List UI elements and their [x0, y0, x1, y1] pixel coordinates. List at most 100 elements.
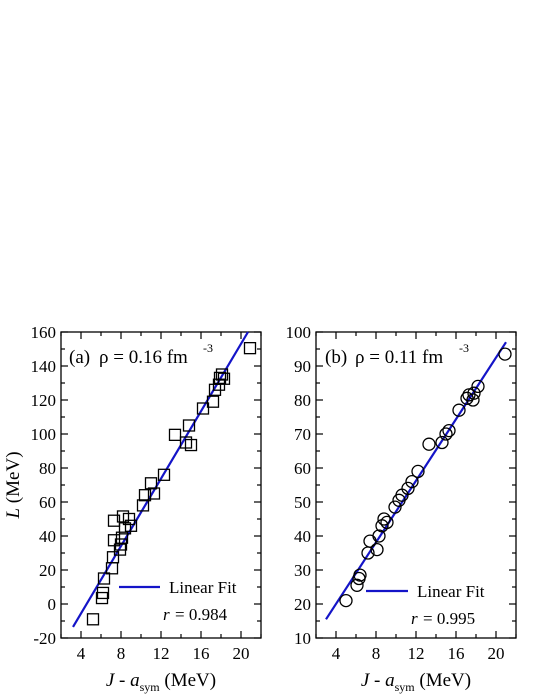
data-point-a [168, 428, 182, 442]
data-point-b [498, 347, 512, 361]
data-point-b [388, 500, 402, 514]
y-tick-label-b: 60 [294, 459, 311, 478]
data-point-b [405, 474, 419, 489]
x-tick-label-a: 8 [117, 644, 126, 663]
data-point-b [452, 403, 466, 417]
data-point-a [217, 372, 231, 385]
x-tick-label-b: 16 [448, 644, 465, 663]
panel-b-header: (b) ρ = 0.11 fm -3 [325, 341, 469, 368]
data-point-b [411, 464, 425, 479]
data-point-a [97, 572, 111, 585]
y-tick-label-a: 160 [31, 323, 57, 342]
x-tick-label-b: 8 [372, 644, 381, 663]
panel-a-points [86, 341, 257, 626]
data-point-b [435, 435, 449, 450]
y-tick-label-b: 50 [294, 493, 311, 512]
data-point-b [439, 427, 453, 441]
data-point-a [114, 538, 128, 551]
data-point-a [86, 613, 100, 626]
panel-b-r-value: = 0.995 [423, 609, 475, 628]
panel-b-frame [315, 331, 517, 639]
panel-a-label: (a) [69, 347, 90, 368]
y-tick-label-b: 90 [294, 357, 311, 376]
panel-b-density: ρ = 0.11 fm [355, 347, 443, 368]
y-tick-label-a: 80 [39, 459, 56, 478]
data-point-a [184, 438, 198, 452]
panel-a-r-label: r [163, 605, 170, 624]
data-point-a [136, 499, 150, 512]
y-tick-label-a: 100 [31, 425, 57, 444]
data-point-a [243, 341, 257, 355]
data-point-a [144, 477, 158, 490]
data-point-b [339, 593, 353, 608]
y-tick-label-b: 30 [294, 561, 311, 580]
data-point-a [215, 368, 229, 381]
panel-b-points [339, 347, 512, 608]
x-axis-title-a: J - asym (MeV) [106, 670, 216, 694]
data-point-b [401, 481, 415, 496]
x-tick-label-a: 20 [233, 644, 250, 663]
x-tick-label-b: 12 [408, 644, 425, 663]
data-point-b [466, 393, 480, 407]
data-point-a [107, 514, 121, 527]
data-point-a [122, 512, 136, 526]
y-tick-label-a: 20 [39, 561, 56, 580]
data-point-a [182, 419, 196, 432]
panel-a-density: ρ = 0.16 fm [99, 347, 188, 368]
panel-a-ticks: 4 8 12 16 20 -20 0 20 40 60 80 100 120 140 160 [31, 323, 262, 663]
data-point-a [96, 586, 110, 600]
data-point-a [147, 487, 161, 500]
data-point-b [467, 386, 481, 400]
panel-a: 4 8 12 16 20 -20 0 20 40 60 80 100 120 140 160 (a) ρ =… [31, 323, 262, 663]
data-point-b [422, 437, 436, 451]
y-tick-label-b: 10 [294, 629, 311, 648]
data-point-a [213, 371, 227, 385]
y-tick-label-a: 140 [31, 357, 57, 376]
panel-b-label: (b) [325, 347, 347, 368]
x-tick-label-a: 12 [153, 644, 170, 663]
data-point-a [196, 402, 210, 415]
data-point-a [106, 551, 120, 564]
panel-b: 4 8 12 16 20 10 20 30 40 50 60 70 80 90 100 (b) ρ = 0.… [286, 323, 517, 663]
x-tick-label-a: 16 [193, 644, 210, 663]
y-tick-label-b: 80 [294, 391, 311, 410]
y-tick-label-a: 60 [39, 493, 56, 512]
data-point-a [124, 519, 138, 532]
data-point-b [353, 568, 367, 582]
data-point-b [363, 534, 377, 548]
x-tick-label-b: 4 [332, 644, 341, 663]
data-point-b [460, 391, 474, 405]
panel-b-legend: Linear Fit r = 0.995 [366, 582, 485, 628]
data-point-b [372, 529, 386, 543]
data-point-b [380, 515, 394, 530]
data-point-a [206, 395, 220, 408]
panel-a-density-exp: -3 [203, 341, 213, 355]
data-point-b [442, 423, 456, 438]
panel-a-r-value: = 0.984 [175, 605, 228, 624]
y-tick-label-a: -20 [33, 629, 56, 648]
y-tick-label-b: 40 [294, 527, 311, 546]
panel-b-r-label: r [411, 609, 418, 628]
panel-a-legend: Linear Fit r = 0.984 [119, 578, 237, 624]
panel-b-density-exp: -3 [459, 341, 469, 355]
data-point-b [350, 578, 364, 592]
y-tick-label-a: 0 [48, 595, 57, 614]
y-tick-label-a: 120 [31, 391, 57, 410]
y-tick-label-a: 40 [39, 527, 56, 546]
y-tick-label-b: 20 [294, 595, 311, 614]
panel-a-legend-label: Linear Fit [169, 578, 237, 597]
y-tick-label-b: 100 [286, 323, 312, 342]
y-tick-label-b: 70 [294, 425, 311, 444]
data-point-b [370, 542, 384, 557]
data-point-b [471, 379, 485, 394]
data-point-a [115, 531, 129, 544]
data-point-a [138, 489, 152, 502]
x-tick-label-b: 20 [488, 644, 505, 663]
x-axis-title-b: J - asym (MeV) [361, 670, 471, 694]
panel-b-legend-label: Linear Fit [417, 582, 485, 601]
y-axis-title: L (MeV) [3, 451, 24, 519]
data-point-b [377, 512, 391, 526]
x-tick-label-a: 4 [77, 644, 86, 663]
panel-a-header: (a) ρ = 0.16 fm -3 [69, 341, 213, 368]
